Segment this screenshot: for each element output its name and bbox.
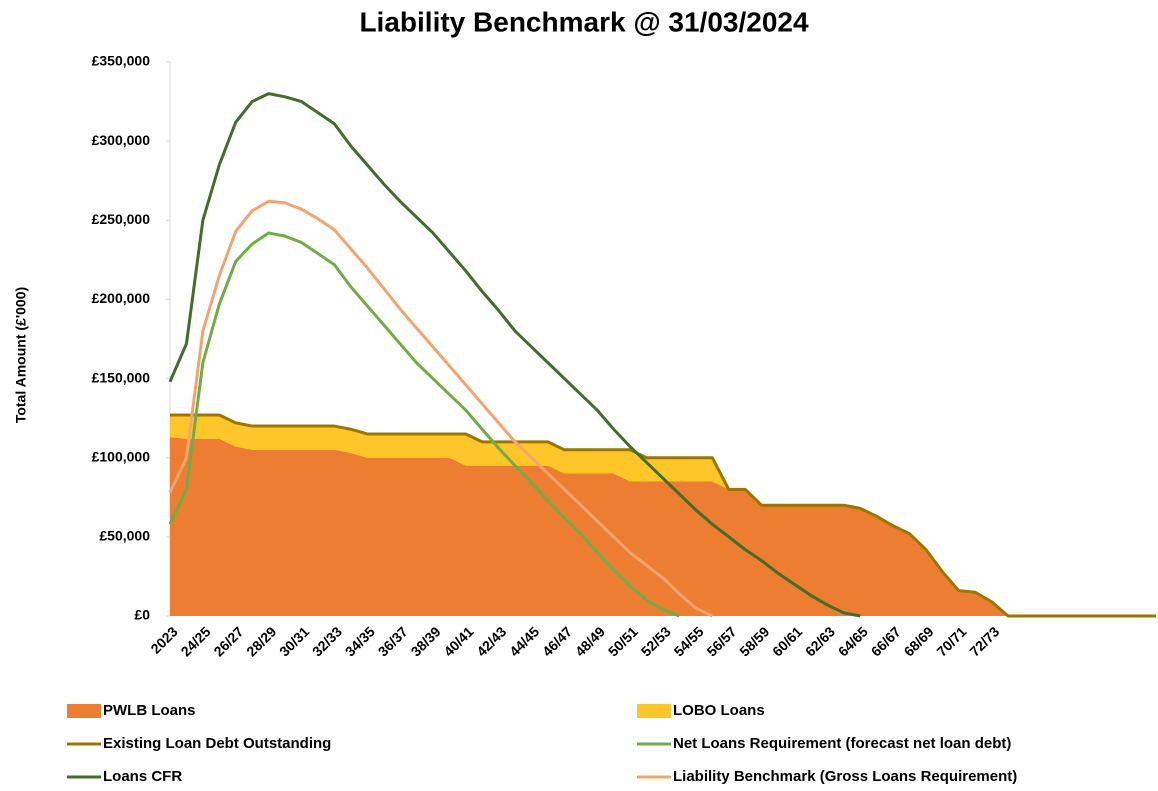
x-tick-label: 32/33 (309, 623, 345, 659)
y-tick-label: £100,000 (92, 448, 151, 464)
x-tick-label: 50/51 (605, 623, 641, 659)
line (170, 413, 1156, 618)
y-tick-label: £150,000 (92, 369, 151, 385)
x-tick-label: 24/25 (178, 623, 214, 659)
y-axis-title: Total Amount (£'000) (13, 287, 29, 423)
x-tick-label: 58/59 (736, 623, 772, 659)
x-tick-label: 56/57 (703, 623, 739, 659)
x-tick-label: 52/53 (638, 623, 674, 659)
legend-swatch (637, 704, 671, 718)
x-tick-label: 44/45 (506, 623, 542, 659)
legend-label: Existing Loan Debt Outstanding (103, 735, 331, 752)
legend-swatch (67, 704, 101, 718)
x-tick-label: 72/73 (966, 623, 1002, 659)
y-tick-label: £250,000 (92, 211, 151, 227)
x-tick-label: 40/41 (440, 623, 476, 659)
legend-label: PWLB Loans (103, 702, 196, 719)
x-tick-label: 62/63 (802, 623, 838, 659)
x-tick-label: 28/29 (243, 623, 279, 659)
legend-label: Net Loans Requirement (forecast net loan… (673, 735, 1011, 752)
x-tick-label: 42/43 (473, 623, 509, 659)
x-tick-label: 2023 (147, 623, 180, 656)
y-tick-label: £50,000 (99, 528, 150, 544)
legend-label: Liability Benchmark (Gross Loans Require… (673, 768, 1017, 785)
x-tick-label: 54/55 (671, 623, 707, 659)
x-tick-label: 64/65 (835, 623, 871, 659)
line (168, 199, 713, 618)
x-tick-label: 46/47 (539, 623, 575, 659)
x-tick-label: 66/67 (868, 623, 904, 659)
y-tick-label: £350,000 (92, 53, 151, 69)
x-tick-label: 68/69 (901, 623, 937, 659)
y-tick-label: £200,000 (92, 290, 151, 306)
legend-label: Loans CFR (103, 768, 182, 785)
y-tick-label: £300,000 (92, 132, 151, 148)
line (168, 231, 680, 618)
x-tick-label: 30/31 (276, 623, 312, 659)
area (170, 414, 1156, 616)
x-tick-label: 26/27 (210, 623, 246, 659)
x-tick-label: 48/49 (572, 623, 608, 659)
area (170, 437, 1156, 616)
x-tick-label: 34/35 (342, 623, 378, 659)
x-tick-label: 38/39 (408, 623, 444, 659)
y-tick-label: £0 (134, 607, 150, 623)
x-tick-label: 60/61 (769, 623, 805, 659)
x-tick-label: 36/37 (375, 623, 411, 659)
legend-label: LOBO Loans (673, 702, 765, 719)
chart-title: Liability Benchmark @ 31/03/2024 (359, 6, 809, 37)
x-tick-label: 70/71 (933, 623, 969, 659)
line (168, 92, 861, 618)
